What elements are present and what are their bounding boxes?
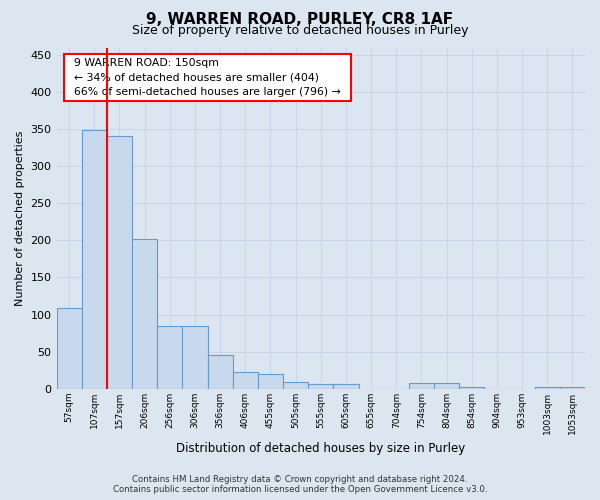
Text: 9, WARREN ROAD, PURLEY, CR8 1AF: 9, WARREN ROAD, PURLEY, CR8 1AF [146,12,454,28]
Text: 9 WARREN ROAD: 150sqm  
  ← 34% of detached houses are smaller (404)  
  66% of : 9 WARREN ROAD: 150sqm ← 34% of detached … [67,58,348,98]
Bar [434,383,459,389]
Bar [208,354,233,389]
Bar [409,383,434,389]
Bar [283,382,308,389]
Bar [56,308,82,389]
X-axis label: Distribution of detached houses by size in Purley: Distribution of detached houses by size … [176,442,466,455]
Bar [233,372,258,389]
Bar [132,239,157,389]
Y-axis label: Number of detached properties: Number of detached properties [15,130,25,306]
Bar [334,384,359,389]
Bar [182,326,208,389]
Bar [459,386,484,389]
Bar [308,384,334,389]
Bar [535,386,560,389]
Bar [560,386,585,389]
Bar [107,136,132,389]
Bar [258,374,283,389]
Text: Size of property relative to detached houses in Purley: Size of property relative to detached ho… [132,24,468,37]
Bar [157,326,182,389]
Text: Contains HM Land Registry data © Crown copyright and database right 2024.
Contai: Contains HM Land Registry data © Crown c… [113,474,487,494]
Bar [82,130,107,389]
